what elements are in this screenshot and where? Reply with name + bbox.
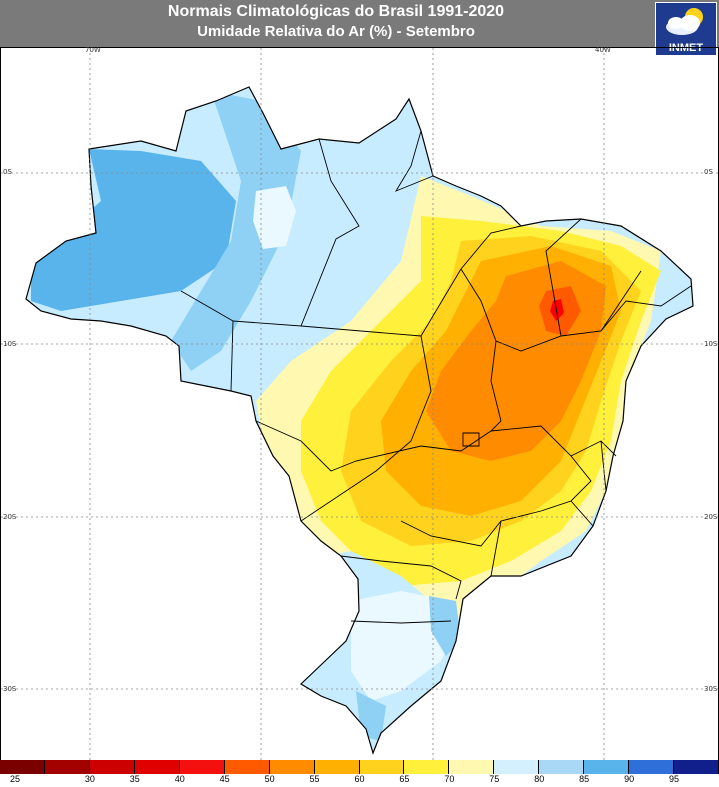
colorbar-swatch bbox=[404, 760, 450, 774]
colorbar-swatch bbox=[269, 760, 315, 774]
colorbar-label: 95 bbox=[669, 774, 680, 784]
colorbar-label: 60 bbox=[354, 774, 365, 784]
map-frame: 70W 40W 0S 10S 20S 30S 0S 10S 20S 30S bbox=[0, 46, 719, 761]
colorbar-swatch bbox=[314, 760, 360, 774]
colorbar-swatch bbox=[179, 760, 225, 774]
colorbar-label: 40 bbox=[174, 774, 185, 784]
lat-label-10s-left: 10S bbox=[3, 340, 17, 348]
colorbar-swatch bbox=[449, 760, 495, 774]
colorbar-swatch bbox=[359, 760, 405, 774]
colorbar-label: 85 bbox=[579, 774, 590, 784]
lat-label-0s-right: 0S bbox=[704, 168, 713, 176]
colorbar-swatch bbox=[539, 760, 585, 774]
colorbar-swatch bbox=[224, 760, 270, 774]
map-title: Normais Climatológicas do Brasil 1991-20… bbox=[167, 3, 505, 20]
colorbar-swatch bbox=[0, 760, 45, 774]
lon-label-40w: 40W bbox=[595, 46, 611, 54]
colorbar-label: 55 bbox=[309, 774, 320, 784]
lat-label-30s-left: 30S bbox=[3, 685, 17, 693]
colorbar-swatch bbox=[89, 760, 135, 774]
lat-label-0s-left: 0S bbox=[3, 168, 12, 176]
logo-label: INMET bbox=[668, 42, 704, 54]
colorbar-swatch bbox=[134, 760, 180, 774]
colorbar-label: 75 bbox=[489, 774, 500, 784]
colorbar-label: 65 bbox=[399, 774, 410, 784]
colorbar-label: 50 bbox=[264, 774, 275, 784]
colorbar-swatch bbox=[44, 760, 90, 774]
brazil-map bbox=[1, 48, 718, 760]
colorbar-swatch bbox=[584, 760, 630, 774]
lat-label-20s-left: 20S bbox=[3, 513, 17, 521]
colorbar-label: 25 bbox=[9, 774, 20, 784]
colorbar-label: 30 bbox=[84, 774, 95, 784]
colorbar-swatch bbox=[674, 760, 719, 774]
cloud-sun-icon bbox=[666, 8, 703, 35]
colorbar-label: 70 bbox=[444, 774, 455, 784]
lat-label-20s-right: 20S bbox=[704, 513, 718, 521]
colorbar-swatch bbox=[494, 760, 540, 774]
lat-label-30s-right: 30S bbox=[704, 685, 718, 693]
colorbar: 25 30 35 40 45 50 55 60 65 70 75 80 85 90 95 bbox=[0, 760, 719, 787]
colorbar-swatch bbox=[629, 760, 675, 774]
colorbar-label: 80 bbox=[534, 774, 545, 784]
colorbar-label: 35 bbox=[129, 774, 140, 784]
colorbar-label: 90 bbox=[624, 774, 635, 784]
map-subtitle: Umidade Relativa do Ar (%) - Setembro bbox=[197, 23, 475, 40]
lat-label-10s-right: 10S bbox=[704, 340, 718, 348]
lon-label-70w: 70W bbox=[85, 46, 101, 54]
header-bar: Normais Climatológicas do Brasil 1991-20… bbox=[0, 0, 719, 56]
colorbar-label: 45 bbox=[219, 774, 230, 784]
